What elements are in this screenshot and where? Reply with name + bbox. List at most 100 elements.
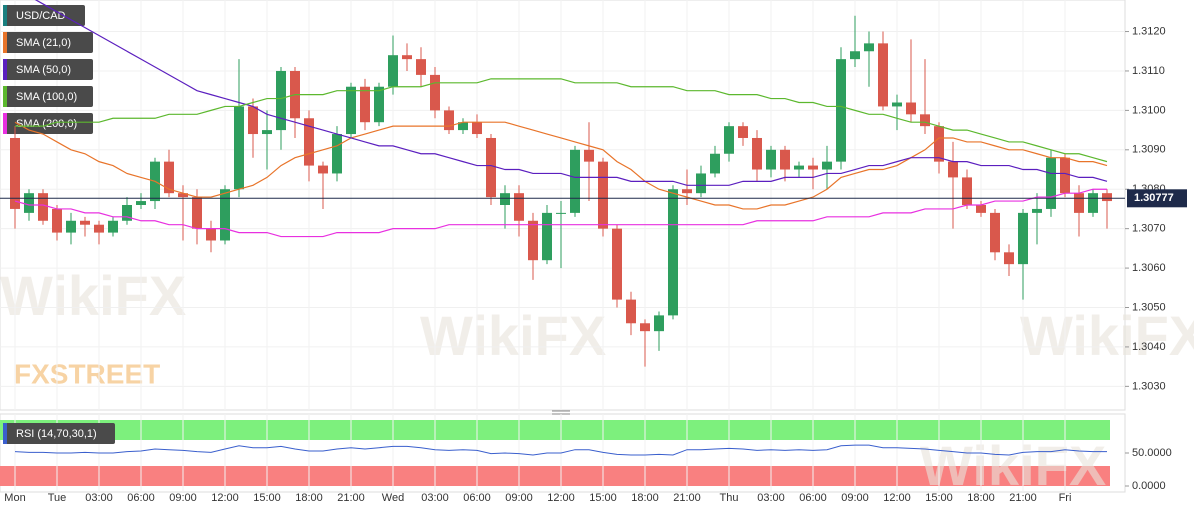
resize-handle[interactable] bbox=[552, 410, 570, 415]
candle-body bbox=[920, 114, 930, 127]
x-tick-label: 09:00 bbox=[505, 492, 533, 504]
candle-body bbox=[164, 161, 174, 194]
x-tick-label: Thu bbox=[720, 492, 739, 504]
watermark-logo: FXSTREET bbox=[14, 358, 160, 389]
x-tick-label: 12:00 bbox=[547, 492, 575, 504]
candle-body bbox=[1074, 193, 1084, 213]
candle-body bbox=[1088, 193, 1098, 213]
candle-body bbox=[1046, 157, 1056, 209]
legend-swatch bbox=[3, 59, 7, 80]
sma-line bbox=[34, 0, 1108, 186]
candle-body bbox=[52, 208, 62, 233]
x-tick-label: 03:00 bbox=[85, 492, 113, 504]
candle-body bbox=[192, 197, 202, 229]
x-tick-label: 03:00 bbox=[757, 492, 785, 504]
watermark: WikiFX bbox=[1020, 304, 1194, 367]
legend-label: SMA (100,0) bbox=[16, 91, 77, 103]
candle-body bbox=[24, 193, 34, 213]
legend-box bbox=[3, 5, 85, 26]
candle-body bbox=[612, 228, 622, 300]
candle-body bbox=[514, 193, 524, 221]
legend-box bbox=[3, 423, 115, 444]
x-tick-label: 12:00 bbox=[211, 492, 239, 504]
candle-body bbox=[780, 149, 790, 170]
candle-body bbox=[724, 126, 734, 154]
x-tick-label: 03:00 bbox=[421, 492, 449, 504]
candle-body bbox=[710, 153, 720, 174]
x-tick-label: Mon bbox=[4, 492, 25, 504]
candle-body bbox=[556, 212, 566, 214]
watermark: WikiFX bbox=[920, 434, 1106, 497]
legend-label: SMA (200,0) bbox=[16, 118, 77, 130]
y-tick-label: 1.3090 bbox=[1132, 144, 1166, 156]
candle-body bbox=[990, 212, 1000, 253]
price-panel bbox=[0, 0, 1126, 411]
rsi-oversold-zone bbox=[0, 466, 1110, 486]
candle-body bbox=[836, 59, 846, 162]
candle-body bbox=[1102, 193, 1112, 202]
candle-body bbox=[752, 137, 762, 170]
candle-body bbox=[864, 43, 874, 52]
candle-body bbox=[472, 122, 482, 135]
candle-body bbox=[332, 134, 342, 174]
x-tick-label: 18:00 bbox=[631, 492, 659, 504]
y-tick-label: 50.0000 bbox=[1132, 447, 1172, 459]
candle-body bbox=[80, 220, 90, 225]
candle-body bbox=[948, 161, 958, 178]
candle-body bbox=[878, 43, 888, 107]
rsi-line bbox=[14, 444, 1107, 456]
candle-body bbox=[234, 106, 244, 190]
candle-body bbox=[892, 102, 902, 107]
y-tick-label: 1.3120 bbox=[1132, 25, 1166, 37]
last-price-box bbox=[1127, 189, 1187, 208]
y-tick-label: 0.0000 bbox=[1132, 480, 1166, 492]
y-tick-label: 1.3050 bbox=[1132, 301, 1166, 313]
y-tick-label: 1.3030 bbox=[1132, 380, 1166, 392]
candle-body bbox=[122, 205, 132, 221]
x-tick-label: 12:00 bbox=[883, 492, 911, 504]
candle-body bbox=[346, 86, 356, 135]
candle-body bbox=[38, 193, 48, 221]
candle-body bbox=[430, 74, 440, 111]
sma-line bbox=[15, 78, 1108, 163]
x-tick-label: 18:00 bbox=[295, 492, 323, 504]
last-price-label: 1.30777 bbox=[1134, 192, 1174, 204]
candle-body bbox=[500, 193, 510, 205]
candle-body bbox=[542, 212, 552, 261]
candle-body bbox=[528, 220, 538, 261]
candle-body bbox=[850, 51, 860, 60]
x-tick-label: 09:00 bbox=[169, 492, 197, 504]
candle-body bbox=[388, 55, 398, 87]
candle-body bbox=[1018, 212, 1028, 265]
legend-swatch bbox=[3, 86, 7, 107]
legend-box bbox=[3, 59, 93, 80]
x-tick-label: 06:00 bbox=[127, 492, 155, 504]
candle-body bbox=[794, 165, 804, 170]
candle-body bbox=[10, 137, 20, 209]
candle-body bbox=[220, 189, 230, 241]
candle-body bbox=[668, 189, 678, 316]
candle-body bbox=[276, 70, 286, 131]
legend-label: USD/CAD bbox=[16, 10, 66, 22]
sma-line bbox=[14, 121, 1108, 210]
candle-body bbox=[178, 193, 188, 198]
y-tick-label: 1.3100 bbox=[1132, 104, 1166, 116]
candle-body bbox=[262, 130, 272, 135]
candle-body bbox=[486, 137, 496, 198]
candle-body bbox=[318, 165, 328, 174]
legend-box bbox=[3, 86, 93, 107]
candle-body bbox=[584, 149, 594, 162]
legend-swatch bbox=[3, 5, 7, 26]
watermark: WikiFX bbox=[0, 264, 186, 327]
candle-body bbox=[682, 189, 692, 194]
candle-body bbox=[962, 177, 972, 205]
x-tick-label: 15:00 bbox=[925, 492, 953, 504]
candle-body bbox=[570, 149, 580, 213]
candle-body bbox=[822, 161, 832, 170]
candle-body bbox=[906, 102, 916, 115]
y-tick-label: 1.3070 bbox=[1132, 223, 1166, 235]
legend-swatch bbox=[3, 423, 7, 444]
candle-body bbox=[66, 220, 76, 233]
x-tick-label: Fri bbox=[1059, 492, 1072, 504]
